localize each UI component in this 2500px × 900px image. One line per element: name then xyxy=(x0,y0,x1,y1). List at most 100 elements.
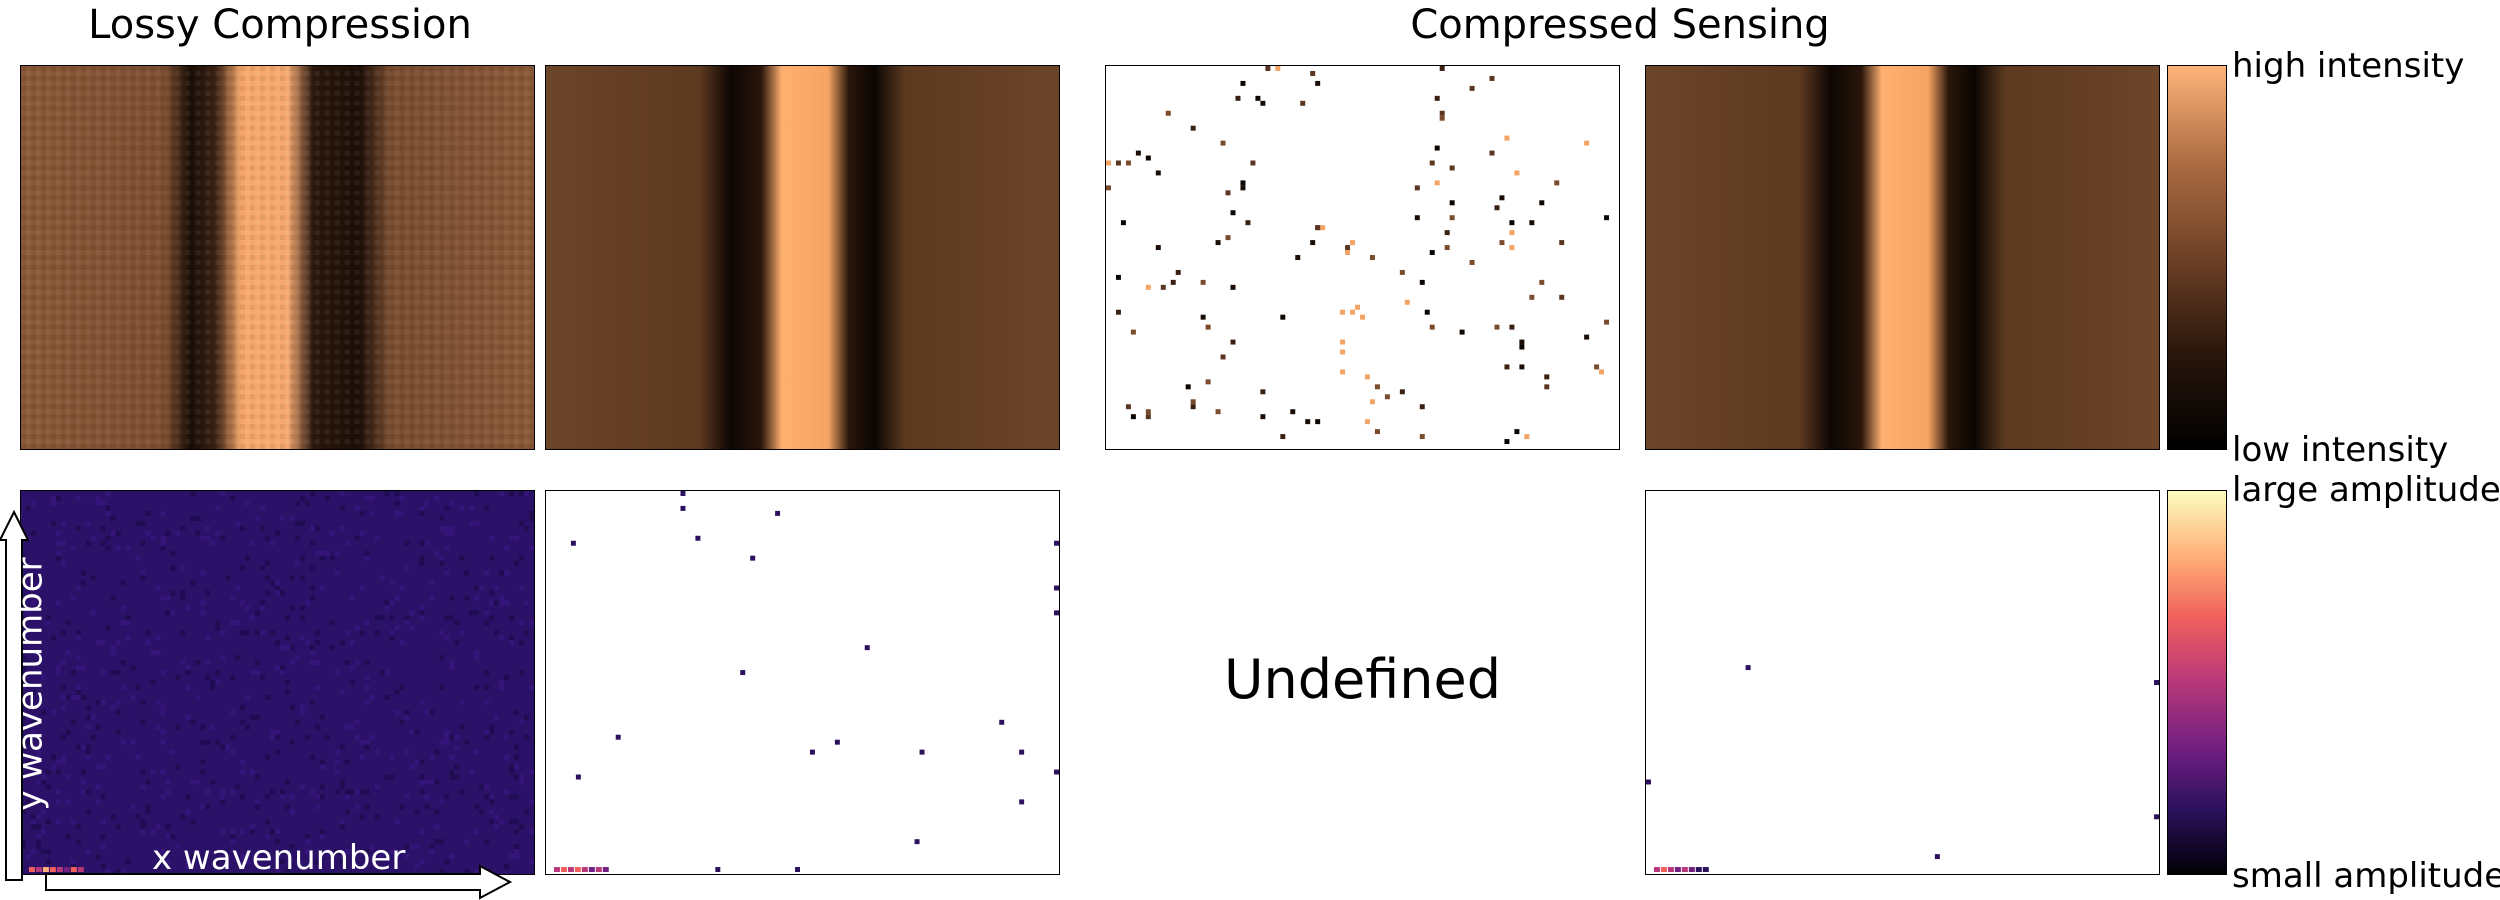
coefficient-pixel xyxy=(680,491,686,496)
compressed-image-panel xyxy=(545,65,1060,450)
sample-pixel xyxy=(1539,200,1545,206)
coefficient-pixel xyxy=(575,774,581,780)
spectrum-peak xyxy=(56,867,63,873)
sample-pixel xyxy=(1519,364,1525,370)
coefficient-pixel xyxy=(1646,779,1651,785)
coefficient-pixel xyxy=(740,670,746,676)
coefficient-pixel xyxy=(695,535,701,541)
y-wavenumber-label: y wavenumber xyxy=(10,557,51,811)
coefficient-pixel xyxy=(795,867,801,873)
spectrum-peak xyxy=(77,867,84,873)
spectrum-peak xyxy=(1681,867,1688,873)
coefficient-pixel xyxy=(715,867,721,873)
spectrum-peak xyxy=(574,867,581,873)
coefficient-pixel xyxy=(1054,540,1059,546)
coefficient-pixel xyxy=(1019,799,1025,805)
sample-pixel xyxy=(1369,255,1375,260)
sample-pixel xyxy=(1200,279,1206,285)
spectrum-peak xyxy=(1674,867,1681,873)
sample-pixel xyxy=(1404,299,1410,305)
sample-pixel xyxy=(1280,434,1286,440)
sample-pixel xyxy=(1509,230,1515,236)
sample-pixel xyxy=(1584,140,1590,146)
sample-pixel xyxy=(1350,309,1356,315)
sample-pixel xyxy=(1444,245,1450,251)
sample-pixel xyxy=(1225,190,1231,196)
sample-pixel xyxy=(1130,329,1136,335)
sample-pixel xyxy=(1384,394,1390,400)
sample-pixel xyxy=(1260,100,1266,106)
sample-pixel xyxy=(1499,240,1505,246)
sample-pixel xyxy=(1320,225,1326,231)
spectrum-peak xyxy=(1702,867,1709,873)
sample-pixel xyxy=(1240,180,1246,186)
sample-pixel xyxy=(1350,240,1356,246)
sample-pixel xyxy=(1374,384,1380,390)
sample-pixel xyxy=(1360,314,1365,320)
sample-pixel xyxy=(1340,349,1346,355)
sample-pixel xyxy=(1519,344,1525,350)
spectrum-peak xyxy=(1695,867,1702,873)
sample-pixel xyxy=(1295,255,1301,260)
title-compressed-sensing: Compressed Sensing xyxy=(1410,2,1830,48)
spectrum-peak xyxy=(42,867,49,873)
sample-pixel xyxy=(1170,279,1176,285)
sample-pixel xyxy=(1559,240,1565,246)
sample-pixel xyxy=(1130,414,1136,420)
spectrum-peak xyxy=(49,867,56,873)
sample-pixel xyxy=(1469,259,1475,265)
sample-pixel xyxy=(1135,150,1141,156)
amplitude-colorbar xyxy=(2167,490,2227,875)
sample-pixel xyxy=(1215,409,1221,415)
coefficient-pixel xyxy=(2154,680,2159,685)
sample-pixel xyxy=(1374,429,1380,435)
colorbar-label-low-intensity: low intensity xyxy=(2232,430,2449,470)
coefficient-pixel xyxy=(1019,749,1025,755)
sample-pixel xyxy=(1599,369,1605,375)
sample-pixel xyxy=(1439,110,1445,116)
wavenumber-arrows xyxy=(0,509,513,900)
sample-pixel xyxy=(1275,66,1281,71)
sample-pixel xyxy=(1340,339,1346,345)
sample-pixel xyxy=(1514,170,1520,176)
sample-pixel xyxy=(1120,220,1126,226)
sampled-pixels-panel xyxy=(1105,65,1620,450)
sample-pixel xyxy=(1160,284,1166,290)
sample-pixel xyxy=(1280,314,1286,320)
sample-pixel xyxy=(1250,160,1256,166)
sample-pixel xyxy=(1584,334,1590,340)
sample-pixel xyxy=(1364,419,1370,425)
sample-pixel xyxy=(1125,160,1131,166)
sample-pixel xyxy=(1489,150,1495,156)
sample-pixel xyxy=(1539,279,1545,285)
spectrum-peak xyxy=(1653,867,1660,873)
spectrum-peak xyxy=(35,867,42,873)
sample-pixel xyxy=(1459,329,1465,335)
coefficient-pixel xyxy=(864,645,870,651)
spectrum-peak xyxy=(595,867,602,873)
sample-pixel xyxy=(1424,309,1430,315)
sample-pixel xyxy=(1489,75,1495,81)
coefficient-pixel xyxy=(2154,814,2159,820)
sparse-spectrum-panel xyxy=(545,490,1060,875)
sample-pixel xyxy=(1529,220,1535,226)
sample-pixel xyxy=(1165,110,1171,116)
sample-pixel xyxy=(1449,200,1455,206)
sample-pixel xyxy=(1345,245,1351,251)
sample-pixel xyxy=(1399,389,1405,395)
x-axis-arrow xyxy=(45,864,513,900)
noisy-spectrum-panel xyxy=(20,490,535,875)
reconstructed-image-panel xyxy=(1645,65,2160,450)
sample-pixel xyxy=(1494,324,1500,330)
sample-pixel xyxy=(1175,269,1181,275)
sample-pixel xyxy=(1230,339,1236,345)
sample-pixel xyxy=(1499,195,1505,201)
coefficient-pixel xyxy=(775,510,781,516)
sample-pixel xyxy=(1205,324,1211,330)
sample-pixel xyxy=(1310,240,1316,246)
sample-pixel xyxy=(1305,419,1311,425)
sample-pixel xyxy=(1230,284,1236,290)
sample-pixel xyxy=(1115,274,1121,280)
sample-pixel xyxy=(1215,240,1221,246)
coefficient-pixel xyxy=(1054,585,1059,591)
